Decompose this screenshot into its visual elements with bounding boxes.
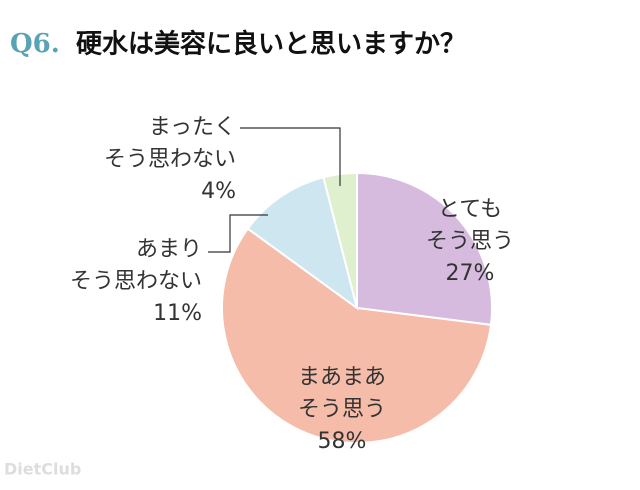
slice-label: まったく — [149, 115, 236, 140]
pie-slice — [356, 171, 493, 327]
slice-label: あまり — [136, 237, 202, 262]
pie-slice — [246, 176, 359, 311]
slice-label: そう思う — [298, 397, 386, 422]
value-label: 27% — [446, 261, 495, 286]
watermark: DietClub — [4, 460, 81, 479]
pie-slice — [221, 227, 493, 444]
chart-title: 硬水は美容に良いと思いますか？ — [76, 29, 466, 60]
value-label: 4% — [201, 179, 236, 204]
slice-label: とても — [438, 197, 502, 222]
title-prefix: Q6. — [10, 29, 60, 59]
slice-label: そう思わない — [70, 269, 202, 294]
value-label: 58% — [318, 429, 367, 454]
value-label: 11% — [153, 301, 202, 326]
leader-line — [208, 214, 268, 253]
pie — [221, 171, 493, 444]
slice-label: そう思わない — [104, 147, 236, 172]
leader-line — [240, 127, 341, 186]
slice-label: まあまあ — [298, 365, 386, 390]
slice-label: そう思う — [426, 229, 514, 254]
